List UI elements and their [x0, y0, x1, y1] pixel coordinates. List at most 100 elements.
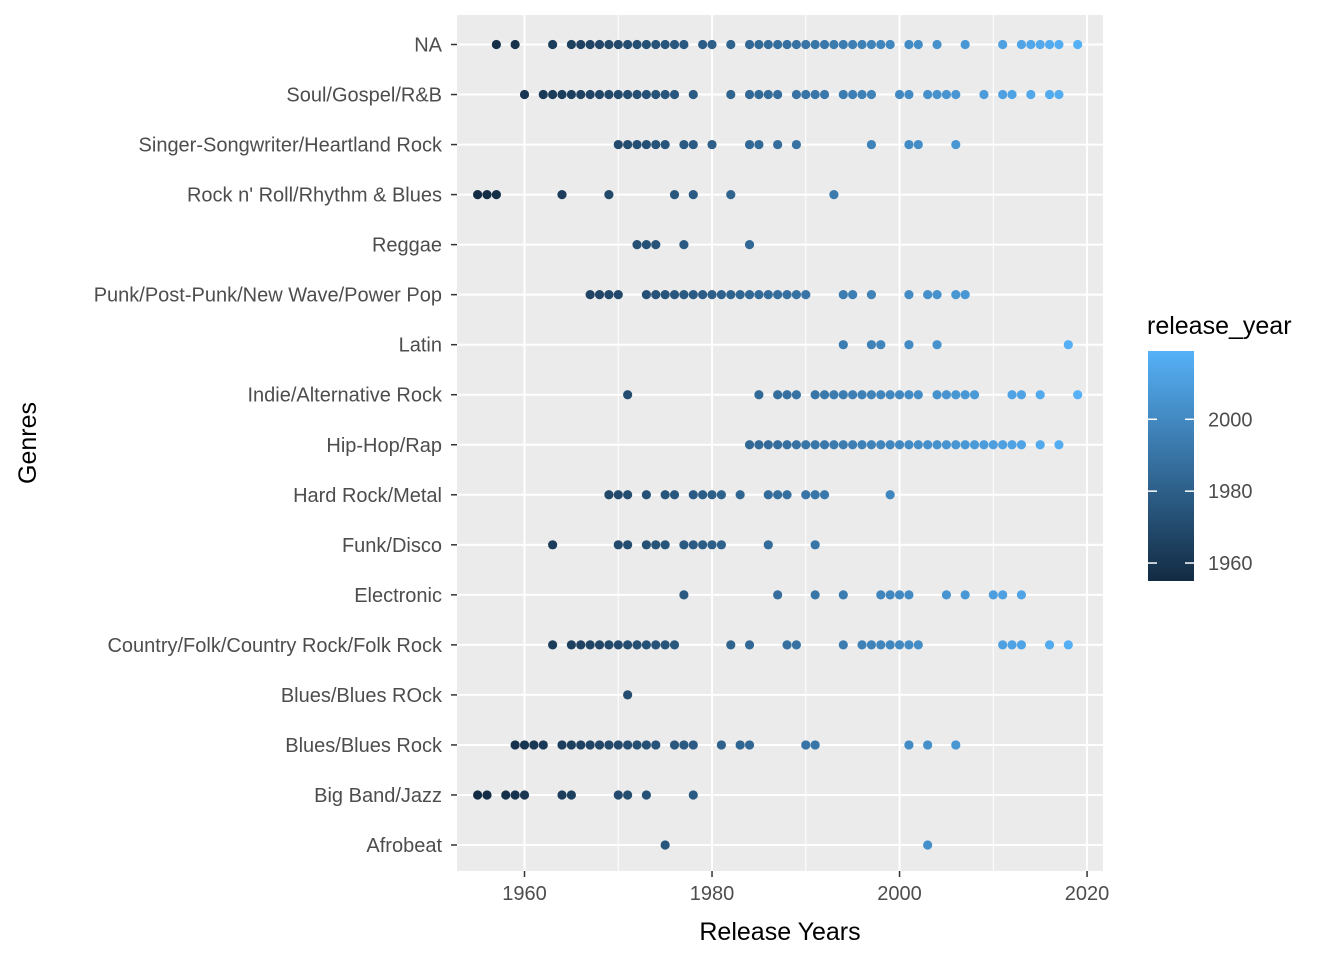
- data-point: [623, 790, 633, 800]
- data-point: [866, 39, 877, 50]
- data-point: [885, 440, 895, 450]
- data-point: [894, 440, 905, 450]
- data-point: [810, 590, 820, 600]
- data-point: [613, 290, 623, 300]
- data-point: [707, 540, 717, 550]
- data-point: [801, 490, 811, 500]
- data-point: [941, 390, 952, 400]
- data-point: [838, 89, 848, 100]
- y-tick-label: Country/Folk/Country Rock/Folk Rock: [107, 635, 443, 657]
- data-point: [913, 390, 923, 400]
- data-point: [913, 640, 923, 650]
- data-point: [623, 490, 633, 500]
- data-point: [838, 340, 848, 350]
- data-point: [894, 390, 905, 400]
- data-point: [632, 640, 642, 650]
- data-point: [838, 290, 848, 300]
- data-point: [941, 440, 952, 450]
- data-point: [669, 490, 680, 500]
- data-point: [848, 39, 858, 50]
- data-point: [979, 440, 989, 450]
- data-point: [623, 139, 633, 150]
- data-point: [744, 240, 755, 250]
- data-point: [866, 340, 877, 350]
- data-point: [660, 89, 670, 100]
- data-point: [632, 139, 642, 150]
- data-point: [885, 39, 895, 50]
- data-point: [941, 590, 952, 600]
- data-point: [801, 39, 811, 50]
- data-point: [679, 290, 689, 300]
- data-point: [763, 490, 773, 500]
- data-point: [810, 440, 820, 450]
- data-point: [1035, 39, 1045, 50]
- data-point: [566, 39, 576, 50]
- data-point: [1044, 640, 1055, 650]
- data-point: [763, 290, 773, 300]
- data-point: [651, 640, 661, 650]
- colorbar-tick-label: 1980: [1208, 481, 1253, 503]
- data-point: [763, 39, 773, 50]
- data-point: [632, 740, 642, 750]
- data-point: [651, 290, 661, 300]
- data-point: [801, 440, 811, 450]
- data-point: [716, 540, 727, 550]
- data-point: [866, 139, 877, 150]
- data-point: [904, 590, 914, 600]
- y-tick-label: Funk/Disco: [342, 535, 442, 557]
- data-point: [688, 290, 698, 300]
- x-tick-label: 2020: [1065, 883, 1110, 905]
- data-point: [604, 89, 614, 100]
- data-point: [557, 740, 567, 750]
- data-point: [1007, 640, 1017, 650]
- data-point: [791, 89, 802, 100]
- data-point: [566, 89, 576, 100]
- data-point: [773, 139, 783, 150]
- data-point: [510, 740, 520, 750]
- data-point: [1016, 640, 1027, 650]
- data-point: [688, 189, 698, 200]
- data-point: [848, 290, 858, 300]
- data-point: [979, 89, 989, 100]
- data-point: [857, 440, 867, 450]
- data-point: [857, 89, 867, 100]
- data-point: [632, 240, 642, 250]
- data-point: [651, 240, 661, 250]
- data-point: [669, 189, 680, 200]
- data-point: [838, 440, 848, 450]
- y-tick-label: Blues/Blues Rock: [285, 735, 443, 757]
- data-point: [641, 39, 651, 50]
- data-point: [782, 440, 792, 450]
- data-point: [632, 89, 642, 100]
- data-point: [510, 39, 520, 50]
- data-point: [566, 790, 576, 800]
- data-point: [726, 640, 736, 650]
- data-point: [876, 590, 886, 600]
- data-point: [623, 740, 633, 750]
- data-point: [491, 39, 501, 50]
- data-point: [660, 290, 670, 300]
- data-point: [669, 740, 680, 750]
- data-point: [473, 790, 483, 800]
- data-point: [688, 89, 698, 100]
- data-point: [688, 740, 698, 750]
- data-point: [801, 290, 811, 300]
- data-point: [698, 490, 708, 500]
- x-tick-label: 1960: [502, 883, 547, 905]
- data-point: [548, 540, 558, 550]
- data-point: [782, 490, 792, 500]
- data-point: [726, 89, 736, 100]
- data-point: [594, 640, 605, 650]
- data-point: [679, 740, 689, 750]
- data-point: [1007, 89, 1017, 100]
- data-point: [613, 39, 623, 50]
- data-point: [829, 39, 839, 50]
- data-point: [679, 240, 689, 250]
- data-point: [819, 490, 830, 500]
- data-point: [548, 640, 558, 650]
- data-point: [576, 39, 586, 50]
- data-point: [829, 440, 839, 450]
- data-point: [810, 540, 820, 550]
- y-axis-title: Genres: [14, 402, 42, 484]
- data-point: [913, 39, 923, 50]
